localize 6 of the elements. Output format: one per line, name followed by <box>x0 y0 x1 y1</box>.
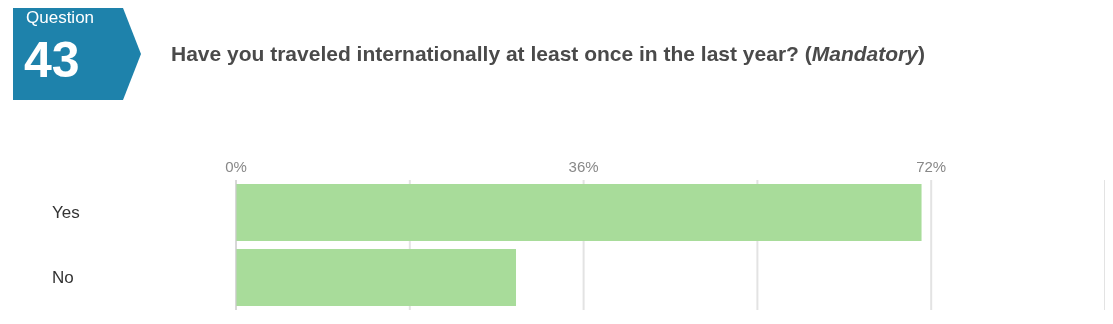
y-tick-label: Yes <box>52 202 80 222</box>
x-tick-label: 36% <box>568 158 599 175</box>
x-tick-label: 0% <box>225 158 247 175</box>
x-tick-label: 72% <box>916 158 947 175</box>
y-tick-label: No <box>52 267 74 287</box>
chart-title: Have you traveled internationally at least once in the last year? (Mandatory) <box>171 42 925 66</box>
